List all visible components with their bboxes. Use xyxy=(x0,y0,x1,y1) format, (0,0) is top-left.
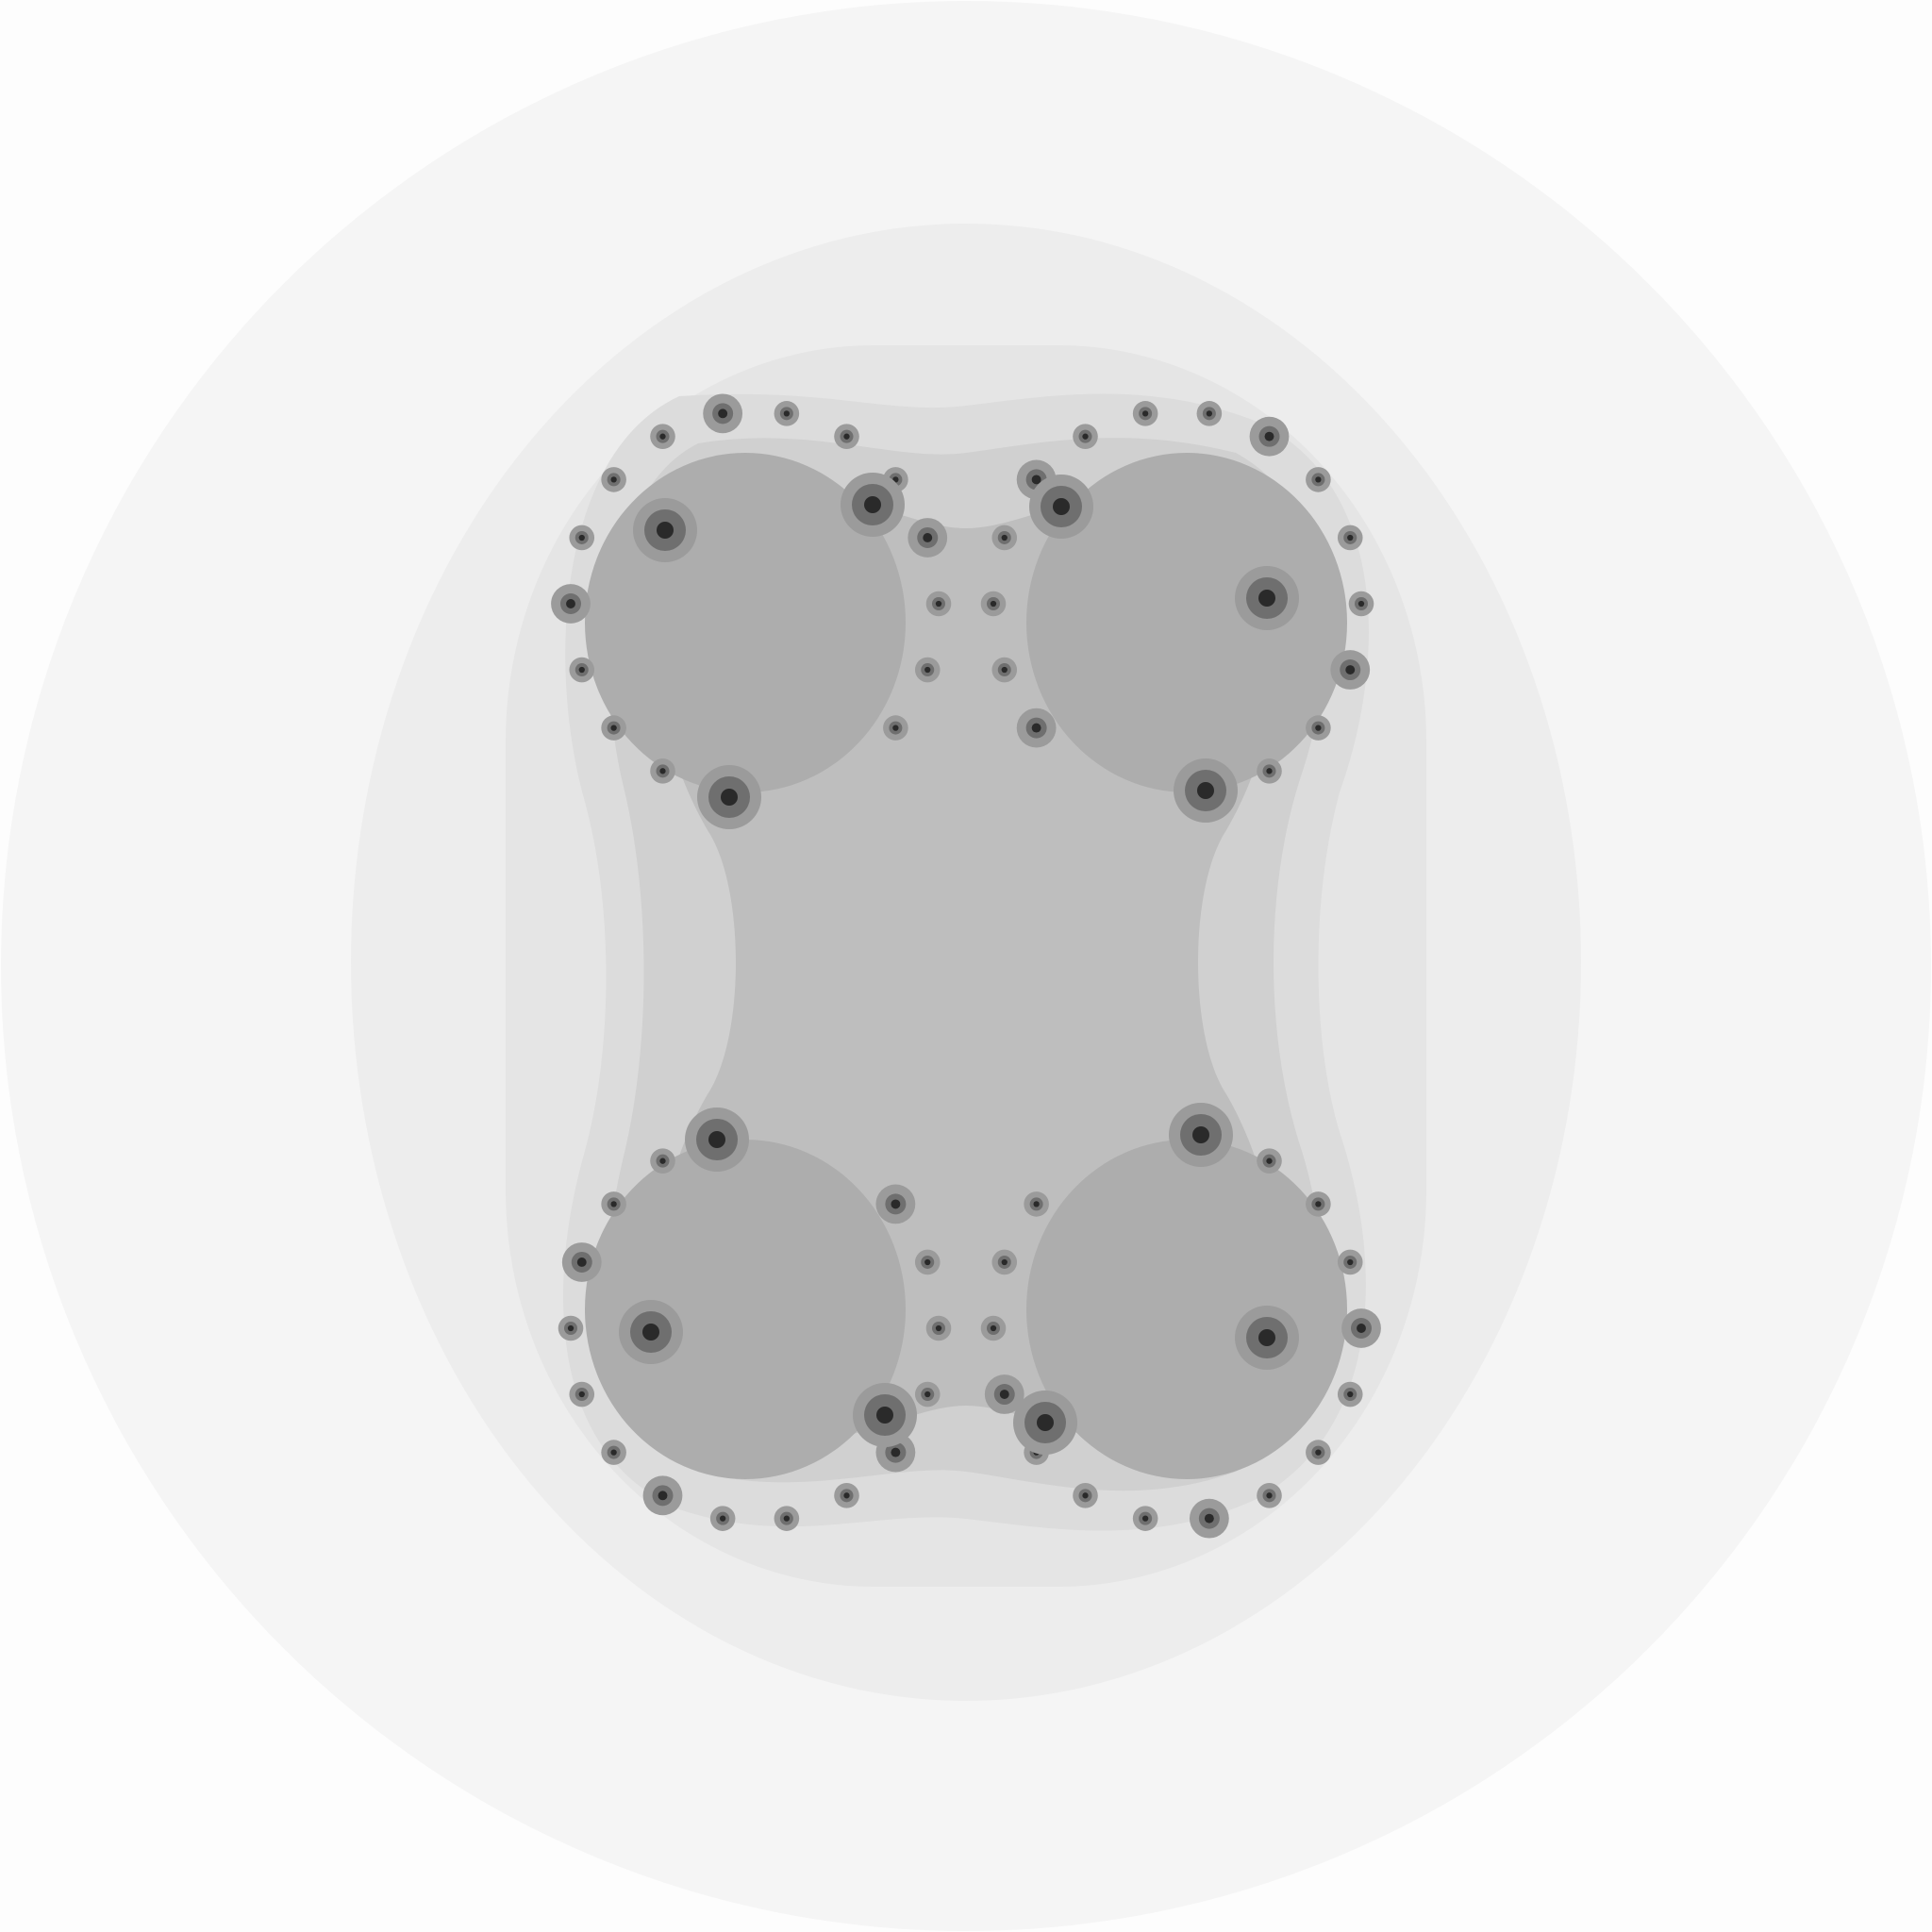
lobe-bottom-right xyxy=(1026,1140,1347,1479)
spiral-bud-3-7-core xyxy=(1266,1492,1273,1499)
lobe-bottom-left xyxy=(585,1140,906,1479)
spiral-bud-2-4-core xyxy=(891,1447,901,1457)
spiral-bud-1-7-core xyxy=(1206,410,1213,417)
spiral-bud-1-0-core xyxy=(1031,723,1041,733)
spiral-bud-1-10-core xyxy=(1347,534,1354,541)
spiral-bud-1-9-core xyxy=(1315,476,1322,483)
spiral-bud-2-7-core xyxy=(719,1515,726,1522)
spiral-bud-3-2-core xyxy=(1315,1201,1322,1208)
spiral-bud-3-9-core xyxy=(1141,1515,1149,1522)
spiral-bud-1-6-core xyxy=(1141,410,1149,417)
spiral-core-10 xyxy=(1258,1329,1275,1346)
lobe-top-right xyxy=(1026,453,1347,792)
spiral-bud-0-13-core xyxy=(935,600,942,608)
spiral-bud-0-9-core xyxy=(783,410,791,417)
spiral-bud-2-10-core xyxy=(578,1391,585,1398)
spiral-bud-0-5-core xyxy=(578,534,585,541)
spiral-bud-3-10-core xyxy=(1082,1492,1089,1499)
spiral-core-7 xyxy=(1037,1414,1054,1431)
spiral-core-9 xyxy=(642,1324,659,1341)
spiral-bud-0-2-core xyxy=(610,724,617,731)
spiral-bud-0-7-core xyxy=(659,433,666,440)
spiral-bud-3-8-core xyxy=(1204,1513,1214,1524)
spiral-bud-2-0-core xyxy=(891,1199,901,1209)
spiral-bud-0-15-core xyxy=(892,724,899,731)
spiral-bud-3-5-core xyxy=(1347,1391,1354,1398)
spiral-bud-2-6-core xyxy=(783,1515,791,1522)
spiral-core-11 xyxy=(1258,590,1275,607)
spiral-bud-0-10-core xyxy=(843,433,850,440)
spiral-core-3 xyxy=(876,1407,893,1424)
spiral-bud-0-8-core xyxy=(718,408,728,419)
spiral-bud-3-6-core xyxy=(1315,1449,1322,1456)
spiral-bud-2-3-core xyxy=(924,1391,931,1398)
spiral-bud-2-2-core xyxy=(935,1324,942,1332)
spiral-bud-0-14-core xyxy=(924,666,931,674)
spiral-bud-2-8-core xyxy=(658,1491,668,1501)
spiral-bud-3-12-core xyxy=(999,1390,1009,1399)
spiral-bud-1-11-core xyxy=(1357,600,1365,608)
spiral-bud-1-4-core xyxy=(1031,475,1041,485)
spiral-core-1 xyxy=(1053,498,1070,515)
spiral-bud-1-14-core xyxy=(1266,768,1273,774)
spiral-bud-3-15-core xyxy=(1033,1201,1040,1208)
spiral-bud-3-13-core xyxy=(990,1324,997,1332)
spiral-bud-3-4-core xyxy=(1357,1324,1366,1333)
spiral-bud-3-3-core xyxy=(1347,1258,1354,1266)
spiral-bud-0-1-core xyxy=(659,768,666,774)
spiral-bud-2-11-core xyxy=(567,1324,575,1332)
spiral-core-8 xyxy=(657,522,674,539)
spiral-bud-2-5-core xyxy=(843,1492,850,1499)
spiral-core-0 xyxy=(721,789,738,806)
spiral-bud-2-12-core xyxy=(576,1257,587,1267)
spiral-bud-1-13-core xyxy=(1315,724,1322,731)
spiral-bud-0-3-core xyxy=(578,666,585,674)
spiral-core-5 xyxy=(708,1131,725,1148)
spiral-bud-2-9-core xyxy=(610,1449,617,1456)
spiral-core-4 xyxy=(864,496,881,513)
spiral-bud-0-4-core xyxy=(566,599,575,608)
spiral-bud-1-12-core xyxy=(1345,665,1356,675)
spiral-bud-0-12-core xyxy=(923,533,933,542)
spiral-core-2 xyxy=(1197,782,1214,799)
spiral-bud-1-1-core xyxy=(1001,666,1008,674)
spiral-bud-0-6-core xyxy=(610,476,617,483)
spiral-bud-1-3-core xyxy=(1001,534,1008,541)
spiral-core-6 xyxy=(1192,1126,1209,1143)
spiral-bud-2-1-core xyxy=(924,1258,931,1266)
spiral-bud-3-14-core xyxy=(1001,1258,1008,1266)
spiral-bud-2-14-core xyxy=(659,1158,666,1164)
spiral-bud-1-2-core xyxy=(990,600,997,608)
spiral-bud-1-5-core xyxy=(1082,433,1089,440)
spiral-bud-2-13-core xyxy=(610,1201,617,1208)
spiral-bud-3-1-core xyxy=(1266,1158,1273,1164)
spiral-bud-1-8-core xyxy=(1264,431,1274,441)
